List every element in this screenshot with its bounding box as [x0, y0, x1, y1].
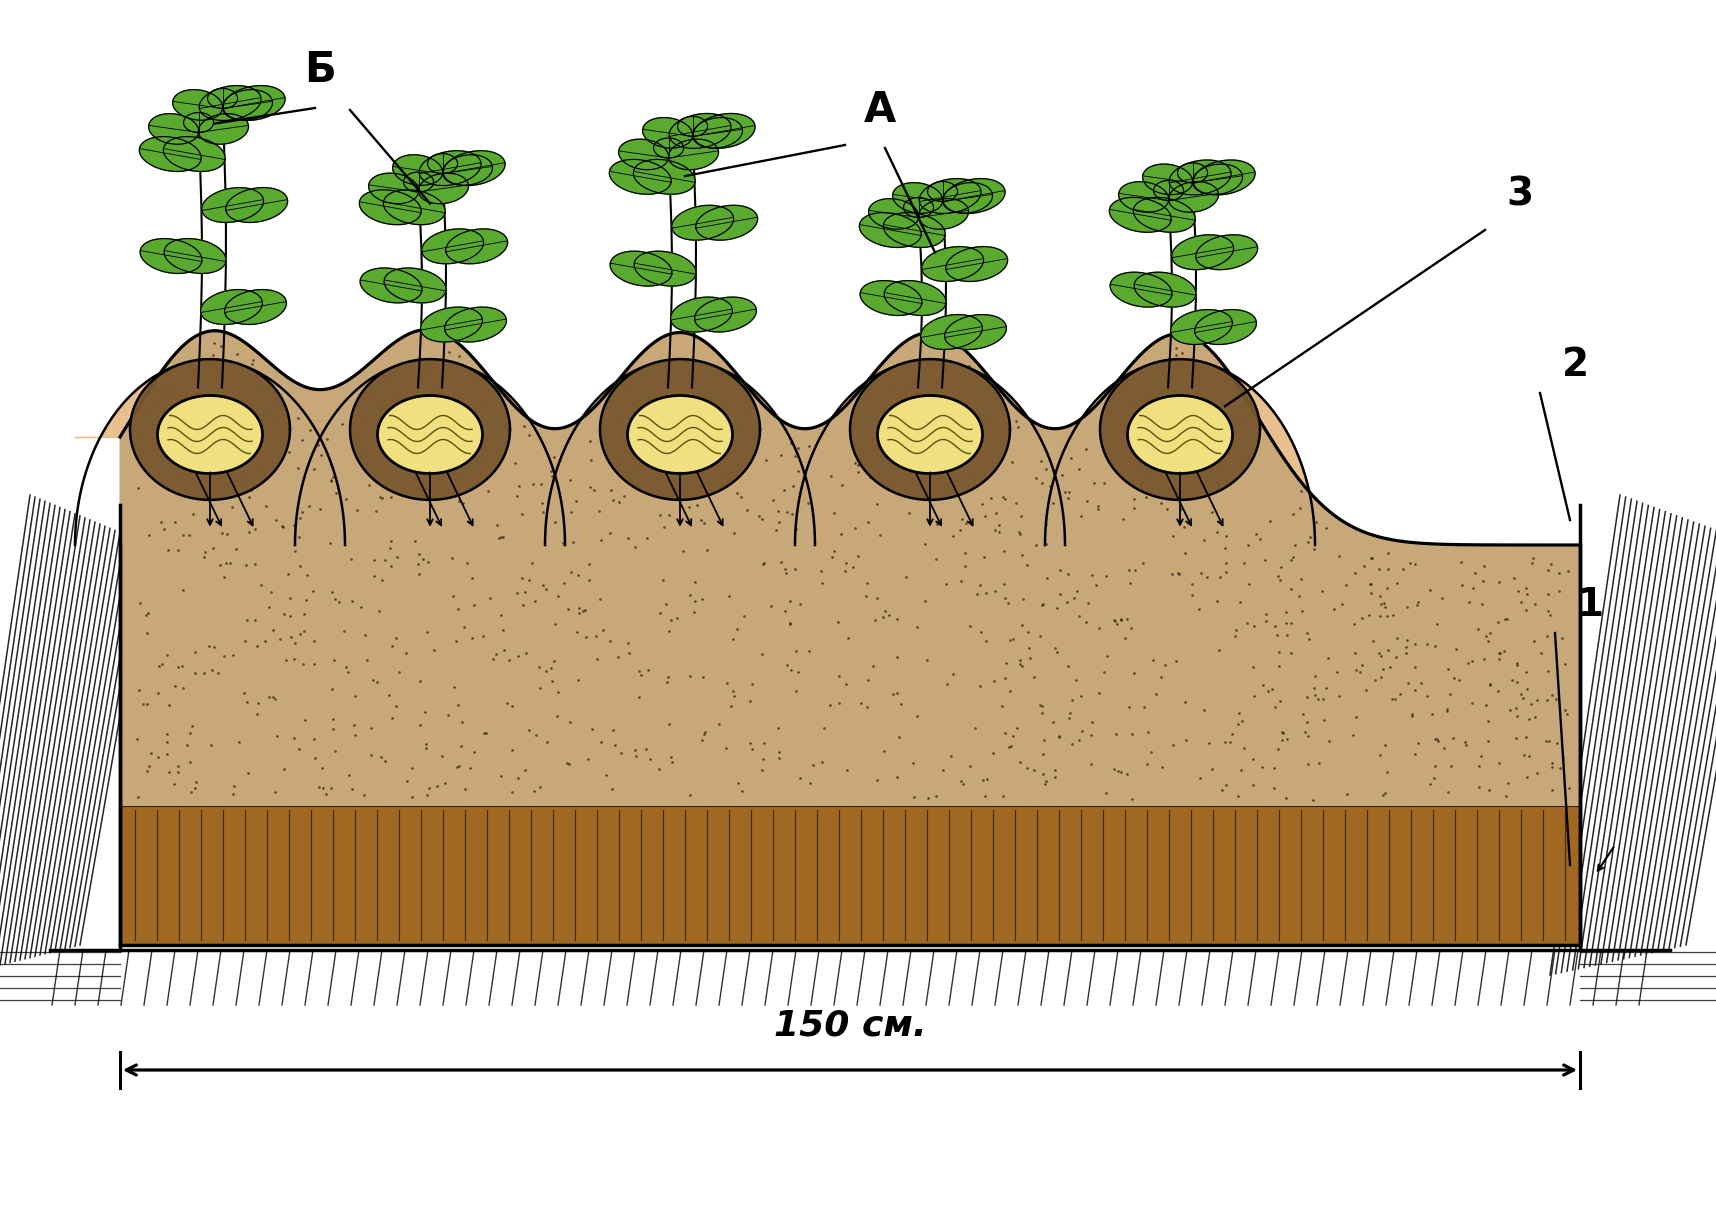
- Polygon shape: [669, 140, 719, 170]
- Polygon shape: [619, 140, 669, 170]
- Polygon shape: [446, 229, 508, 263]
- Text: 1: 1: [1577, 586, 1603, 624]
- Polygon shape: [671, 206, 734, 240]
- Polygon shape: [208, 88, 237, 109]
- Polygon shape: [420, 307, 482, 342]
- Polygon shape: [359, 190, 420, 224]
- Polygon shape: [202, 187, 264, 223]
- Ellipse shape: [877, 396, 983, 474]
- Polygon shape: [1153, 180, 1184, 201]
- Polygon shape: [225, 289, 287, 325]
- Polygon shape: [904, 197, 934, 218]
- Polygon shape: [1170, 310, 1232, 344]
- Polygon shape: [360, 268, 422, 303]
- Polygon shape: [403, 172, 434, 192]
- Polygon shape: [443, 154, 492, 185]
- Polygon shape: [1193, 164, 1242, 195]
- Polygon shape: [892, 183, 942, 213]
- Polygon shape: [678, 116, 707, 136]
- Polygon shape: [201, 289, 263, 325]
- Polygon shape: [884, 213, 946, 247]
- Polygon shape: [223, 89, 273, 120]
- Text: 3: 3: [1507, 176, 1534, 214]
- Polygon shape: [942, 183, 992, 213]
- Polygon shape: [149, 114, 199, 145]
- Polygon shape: [849, 359, 1011, 500]
- Polygon shape: [920, 179, 982, 213]
- Polygon shape: [695, 206, 757, 240]
- Polygon shape: [1172, 235, 1234, 270]
- Polygon shape: [443, 151, 505, 185]
- Polygon shape: [419, 173, 468, 203]
- Polygon shape: [642, 118, 693, 148]
- Polygon shape: [884, 281, 946, 316]
- Ellipse shape: [628, 396, 733, 474]
- Polygon shape: [444, 307, 506, 342]
- Polygon shape: [383, 190, 444, 224]
- Ellipse shape: [378, 396, 482, 474]
- Ellipse shape: [1127, 396, 1232, 474]
- Polygon shape: [199, 114, 249, 145]
- Polygon shape: [1169, 181, 1218, 212]
- Polygon shape: [695, 298, 757, 332]
- Text: 150 см.: 150 см.: [774, 1008, 927, 1042]
- Text: Б: Б: [304, 49, 336, 91]
- Polygon shape: [1143, 164, 1193, 195]
- Polygon shape: [860, 281, 921, 316]
- Polygon shape: [393, 154, 443, 185]
- Polygon shape: [384, 268, 446, 303]
- Polygon shape: [860, 213, 921, 247]
- Polygon shape: [868, 198, 918, 229]
- Polygon shape: [671, 298, 733, 332]
- Text: 2: 2: [1562, 345, 1589, 383]
- Polygon shape: [633, 159, 695, 195]
- Polygon shape: [611, 251, 673, 287]
- Polygon shape: [1177, 163, 1208, 183]
- Polygon shape: [163, 137, 225, 172]
- Polygon shape: [1119, 181, 1169, 212]
- Polygon shape: [130, 359, 290, 500]
- Polygon shape: [669, 114, 731, 148]
- Polygon shape: [1193, 160, 1254, 195]
- Polygon shape: [223, 86, 285, 120]
- Polygon shape: [1109, 197, 1172, 233]
- Ellipse shape: [158, 396, 263, 474]
- Polygon shape: [693, 118, 743, 148]
- Polygon shape: [921, 246, 983, 282]
- Polygon shape: [141, 239, 202, 273]
- Polygon shape: [199, 86, 261, 120]
- Polygon shape: [427, 153, 458, 174]
- Polygon shape: [1169, 160, 1230, 195]
- Polygon shape: [918, 198, 968, 229]
- Polygon shape: [419, 151, 480, 185]
- Polygon shape: [139, 137, 201, 172]
- Polygon shape: [369, 173, 419, 203]
- Polygon shape: [1133, 197, 1194, 233]
- Polygon shape: [422, 229, 484, 263]
- Polygon shape: [609, 159, 671, 195]
- Polygon shape: [944, 315, 1006, 349]
- Polygon shape: [1100, 359, 1260, 500]
- Polygon shape: [120, 805, 1580, 944]
- Polygon shape: [635, 251, 697, 287]
- Polygon shape: [944, 179, 1006, 213]
- Polygon shape: [1110, 272, 1172, 307]
- Polygon shape: [350, 359, 510, 500]
- Polygon shape: [654, 138, 683, 158]
- Polygon shape: [946, 246, 1007, 282]
- Polygon shape: [184, 113, 213, 132]
- Polygon shape: [1196, 235, 1258, 270]
- Polygon shape: [920, 315, 982, 349]
- Polygon shape: [1134, 272, 1196, 307]
- Text: А: А: [863, 89, 896, 131]
- Polygon shape: [693, 114, 755, 148]
- Polygon shape: [601, 359, 760, 500]
- Polygon shape: [173, 89, 223, 120]
- Polygon shape: [165, 239, 227, 273]
- Polygon shape: [928, 181, 958, 201]
- Polygon shape: [227, 187, 288, 223]
- Polygon shape: [1194, 310, 1256, 344]
